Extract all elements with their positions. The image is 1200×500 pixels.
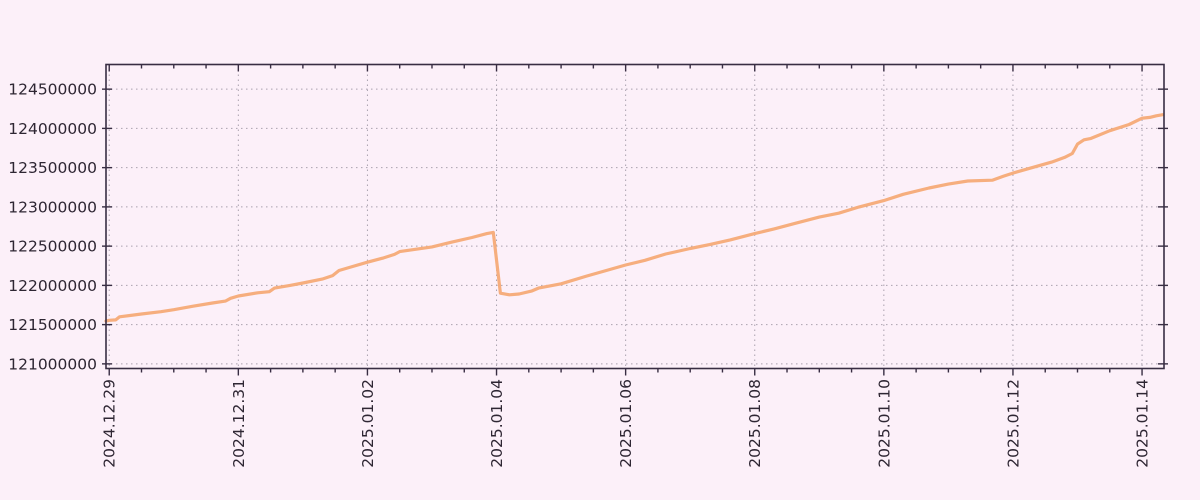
x-axis-labels: 2024.12.29 2024.12.31 2025.01.02 2025.01.04… [101, 379, 1152, 468]
axis-ticks [102, 64, 1168, 376]
y-tick-label: 123500000 [8, 159, 97, 177]
data-line-statuses [104, 113, 1165, 323]
y-axis-labels: 121000000 121500000 122000000 122500000 1230… [8, 81, 97, 374]
x-tick-label: 2025.01.04 [488, 379, 506, 468]
y-tick-label: 122000000 [8, 277, 97, 295]
x-tick-label: 2024.12.31 [230, 379, 248, 468]
y-tick-label: 124500000 [8, 81, 97, 99]
x-tick-label: 2024.12.29 [101, 379, 119, 468]
x-tick-label: 2025.01.10 [875, 379, 893, 468]
x-tick-label: 2025.01.08 [746, 379, 764, 468]
plot-border [105, 63, 1165, 370]
x-tick-label: 2025.01.02 [359, 379, 377, 468]
x-tick-label: 2025.01.14 [1134, 379, 1152, 468]
y-tick-label: 123000000 [8, 198, 97, 216]
x-tick-label: 2025.01.06 [617, 379, 635, 468]
x-tick-label: 2025.01.12 [1004, 379, 1022, 468]
y-tick-label: 121500000 [8, 316, 97, 334]
y-tick-label: 122500000 [8, 238, 97, 256]
y-tick-label: 124000000 [8, 120, 97, 138]
y-tick-label: 121000000 [8, 355, 97, 373]
